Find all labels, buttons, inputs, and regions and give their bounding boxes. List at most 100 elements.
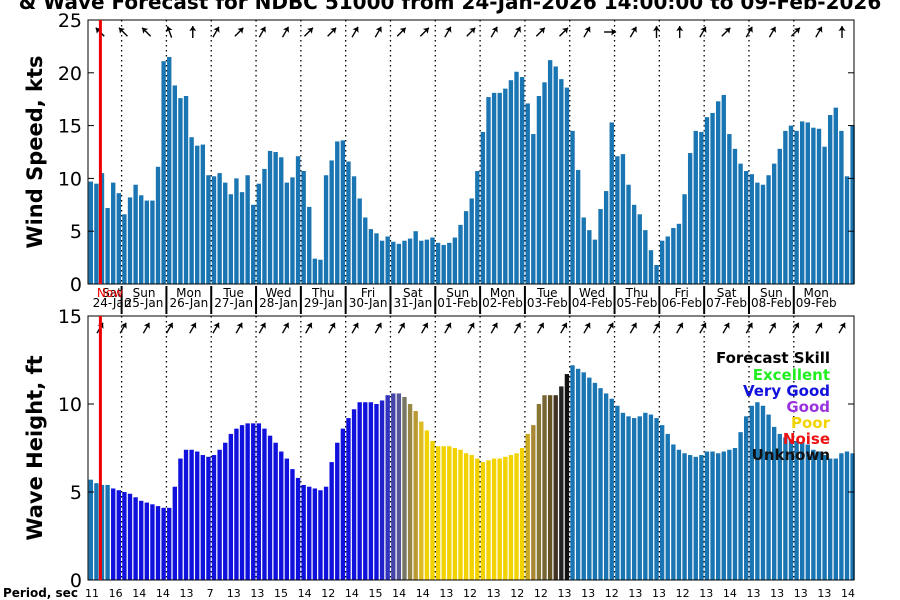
wave-bar (486, 460, 491, 580)
day-date-label: 29-Jan (304, 296, 343, 310)
wave-bar (447, 446, 452, 580)
wave-bar (363, 402, 368, 580)
wave-bar (413, 411, 418, 580)
wave-ytick-label: 10 (58, 394, 82, 416)
wind-bar (323, 175, 329, 284)
wave-ytick-label: 0 (70, 570, 82, 592)
day-name-label: Thu (311, 286, 335, 300)
wind-bar (122, 214, 127, 284)
period-tick-label: 15 (369, 587, 383, 600)
wind-bar (161, 61, 166, 285)
period-tick-label: 12 (510, 587, 524, 600)
wave-direction-arrow (258, 322, 266, 334)
period-tick-label: 14 (392, 587, 406, 600)
day-labels: Sat24-JanSun25-JanMon26-JanTue27-JanWed2… (93, 286, 837, 314)
wave-bar (598, 388, 603, 580)
wind-bar (346, 161, 351, 284)
wind-direction-arrow (721, 27, 731, 37)
wave-bar (217, 449, 222, 580)
wave-bar (189, 449, 194, 580)
wind-bar (133, 184, 138, 284)
wave-bar (351, 409, 357, 580)
wave-bar (195, 451, 200, 580)
wind-bar (267, 150, 273, 284)
wind-bar (402, 240, 407, 284)
wind-direction-arrow (258, 26, 266, 38)
wind-bar (396, 243, 402, 284)
wave-bar (139, 500, 144, 580)
wave-bar (497, 458, 502, 580)
wave-bar (307, 486, 312, 580)
wave-direction-arrow (235, 322, 243, 334)
wave-bar (771, 426, 777, 580)
wind-bar (424, 239, 430, 284)
wind-bar (570, 130, 575, 284)
wave-bar (122, 492, 127, 580)
wave-bar (284, 458, 290, 580)
wind-bar (553, 66, 558, 285)
period-ticks: 11 16 14 14 13 7 13 13 15 14 12 14 15 14 14 13 12 13 12 12 1… (85, 587, 855, 600)
wave-y-axis-label: Wave Height, ft (23, 355, 47, 540)
period-tick-label: 11 (85, 587, 99, 600)
wave-bar (704, 451, 710, 580)
day-name-label: Sat (102, 286, 122, 300)
now-label: Now (97, 286, 123, 300)
wind-bar (715, 101, 721, 284)
wave-direction-arrow (768, 322, 777, 334)
day-name-label: Fri (361, 286, 375, 300)
wave-bar (441, 446, 446, 580)
wave-bar (525, 433, 530, 580)
wave-bar (116, 490, 121, 580)
wind-direction-arrow (165, 26, 173, 38)
wind-direction-arrow (189, 26, 197, 38)
wind-ytick-label: 15 (58, 116, 82, 138)
day-date-label: 30-Jan (349, 296, 388, 310)
wind-bar (738, 163, 743, 284)
period-tick-label: 13 (747, 587, 761, 600)
wave-bar (609, 398, 614, 580)
wind-bar (357, 198, 362, 284)
wave-day-gridlines (120, 316, 795, 580)
day-name-label: Sat (717, 286, 737, 300)
wind-bar (413, 231, 418, 284)
wave-bar (710, 451, 715, 580)
wind-day-gridlines (120, 20, 795, 284)
wave-bar (480, 462, 486, 580)
wave-bar (256, 423, 262, 580)
wave-bar (430, 440, 435, 580)
wave-bar (396, 393, 402, 580)
chart-title: & Wave Forecast for NDBC 51000 from 24-J… (19, 0, 882, 14)
wind-bar (542, 82, 547, 284)
wave-bar (335, 442, 340, 580)
wave-direction-arrow (374, 322, 382, 334)
wave-bar (749, 405, 754, 580)
wind-bar (189, 137, 194, 284)
wave-bar (783, 437, 788, 580)
wind-bar (732, 148, 738, 284)
wind-bar (301, 171, 306, 284)
wind-bar (279, 157, 284, 284)
day-name-label: Sun (133, 286, 156, 300)
period-tick-label: 13 (581, 587, 595, 600)
wind-bar (844, 176, 850, 284)
wind-bar (822, 146, 827, 284)
wind-bar (419, 240, 424, 284)
wind-bar (251, 204, 256, 284)
wave-bar (693, 456, 698, 580)
wave-bar (245, 423, 250, 580)
wave-direction-arrow (165, 322, 174, 334)
period-tick-label: 13 (439, 587, 453, 600)
wind-direction-arrow (838, 26, 846, 38)
wind-bar (284, 182, 290, 284)
wind-bar (497, 92, 502, 284)
wind-direction-arrow (490, 26, 498, 38)
wind-direction-arrow (629, 26, 637, 38)
wind-direction-arrow (234, 27, 244, 37)
wind-ytick-label: 20 (58, 63, 82, 85)
wind-bar (447, 242, 452, 284)
wave-bar (743, 416, 749, 580)
wind-bar (234, 178, 239, 284)
day-date-label: 28-Jan (259, 296, 298, 310)
day-date-label: 03-Feb (527, 296, 568, 310)
wind-bar (167, 56, 172, 285)
